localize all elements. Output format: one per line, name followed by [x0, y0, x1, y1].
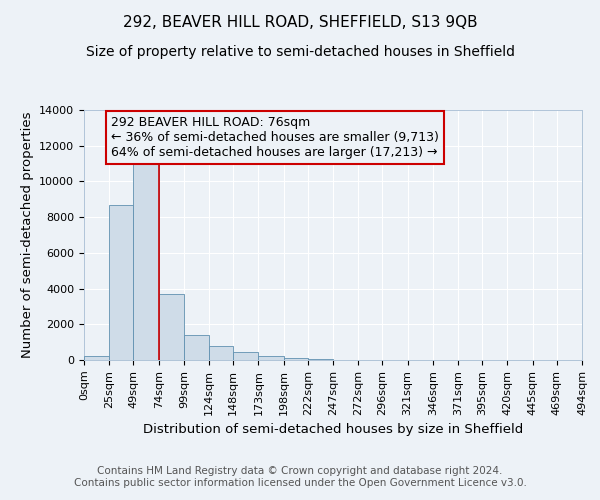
Text: Size of property relative to semi-detached houses in Sheffield: Size of property relative to semi-detach… — [86, 45, 515, 59]
Text: Contains HM Land Registry data © Crown copyright and database right 2024.
Contai: Contains HM Land Registry data © Crown c… — [74, 466, 526, 487]
Bar — [133, 161, 158, 360]
Bar — [209, 346, 233, 360]
Y-axis label: Number of semi-detached properties: Number of semi-detached properties — [20, 112, 34, 358]
Bar — [84, 356, 109, 360]
Bar — [233, 352, 259, 360]
Bar — [308, 359, 333, 360]
Bar — [259, 356, 284, 360]
Bar — [184, 336, 209, 360]
Bar — [284, 358, 308, 360]
Text: 292, BEAVER HILL ROAD, SHEFFIELD, S13 9QB: 292, BEAVER HILL ROAD, SHEFFIELD, S13 9Q… — [122, 15, 478, 30]
Text: 292 BEAVER HILL ROAD: 76sqm
← 36% of semi-detached houses are smaller (9,713)
64: 292 BEAVER HILL ROAD: 76sqm ← 36% of sem… — [111, 116, 439, 159]
X-axis label: Distribution of semi-detached houses by size in Sheffield: Distribution of semi-detached houses by … — [143, 423, 523, 436]
Bar — [109, 204, 133, 360]
Bar — [158, 294, 184, 360]
